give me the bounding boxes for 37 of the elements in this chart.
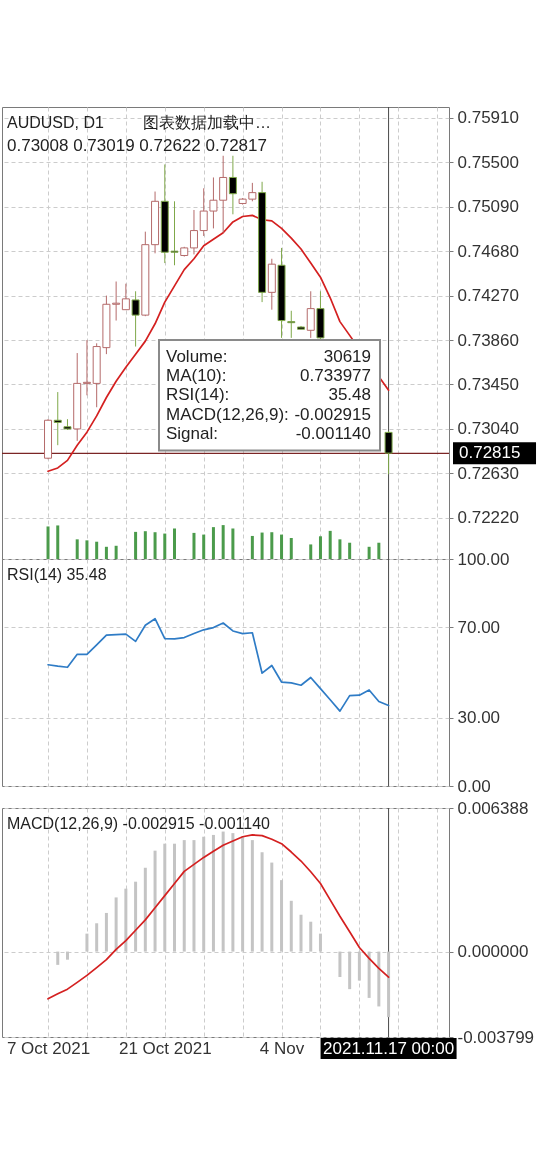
y-tick-label: -0.003799	[457, 1027, 535, 1047]
text: 0.73008 0.73019 0.72622 0.72817	[7, 136, 267, 155]
y-tick-label: 0.73040	[457, 419, 519, 439]
annotation: 30619	[323, 346, 371, 366]
y-tick-label: 0.72630	[457, 463, 519, 483]
annotation: Signal:	[166, 423, 218, 443]
y-tick-label: 0.75090	[457, 197, 519, 217]
y-tick-label: 0.72220	[457, 508, 519, 528]
annotation: 0.733977	[300, 365, 371, 385]
x-tick-label: 4 Nov	[259, 1038, 305, 1058]
y-tick-label: 0.75500	[457, 152, 519, 172]
y-tick-label: 0.00	[457, 776, 491, 796]
y-tick-label: 0.74270	[457, 286, 519, 306]
y-tick-label: 0.73450	[457, 374, 519, 394]
y-tick-label: 0.75910	[457, 108, 519, 128]
y-tick-label: 0.74680	[457, 241, 519, 261]
x-tick-label: 2021.11.17 00:00	[323, 1038, 455, 1058]
x-tick-label: 7 Oct 2021	[6, 1038, 91, 1058]
y-tick-label: 30.00	[457, 708, 501, 728]
chart-title: MACD(12,26,9) -0.002915 -0.001140	[7, 815, 271, 832]
y-tick-label: 0.006388	[457, 798, 529, 818]
y-tick-label: 100.00	[457, 549, 510, 569]
annotation: 图表数据加载中…	[143, 114, 271, 131]
annotation: -0.001140	[295, 423, 371, 443]
annotation: MA(10):	[166, 365, 227, 385]
annotation: RSI(14):	[166, 385, 230, 405]
y-tick-label: 0.73860	[457, 330, 519, 350]
annotation: 35.48	[328, 385, 371, 405]
chart-title: RSI(14) 35.48	[7, 566, 107, 583]
ref-line-label: 0.72815	[459, 443, 521, 463]
annotation: -0.002915	[294, 404, 371, 424]
annotation: MACD(12,26,9):	[166, 404, 289, 424]
y-tick-label: 70.00	[457, 617, 501, 637]
annotation: Volume:	[166, 346, 228, 366]
chart-title: AUDUSD, D1	[7, 114, 105, 131]
y-tick-label: 0.000000	[457, 942, 529, 962]
x-tick-label: 21 Oct 2021	[118, 1038, 212, 1058]
